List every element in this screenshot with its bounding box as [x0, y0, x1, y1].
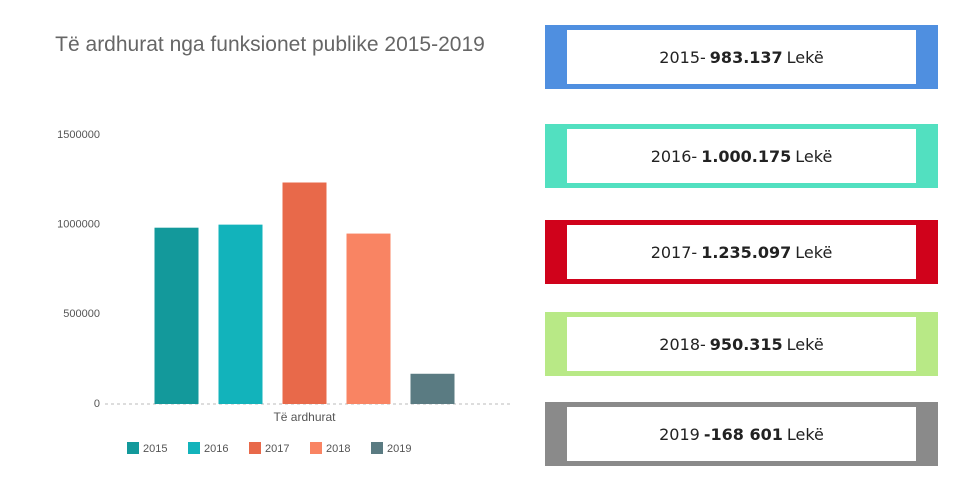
- card: 2016- 1.000.175 Lekë: [545, 124, 938, 188]
- card-inner: 2016- 1.000.175 Lekë: [567, 129, 916, 183]
- card-unit: Lekë: [795, 146, 833, 166]
- card-label: 2016-: [650, 146, 698, 166]
- card-label: 2018-: [659, 334, 706, 354]
- card-inner: 2018- 950.315 Lekë: [567, 317, 916, 371]
- legend-label: 2017: [265, 443, 289, 455]
- card-amount: 950.315: [709, 334, 783, 354]
- card-amount: 983.137: [709, 47, 783, 67]
- card-label: 2015-: [659, 47, 706, 67]
- card-inner: 2015- 983.137 Lekë: [567, 30, 916, 84]
- bar: [282, 182, 327, 404]
- card-unit: Lekë: [795, 242, 833, 262]
- x-tick-label: Të ardhurat: [273, 410, 336, 424]
- card: 2019 -168 601 Lekë: [545, 402, 938, 466]
- bar: [154, 227, 199, 404]
- card-inner: 2019 -168 601 Lekë: [567, 407, 916, 461]
- legend-swatch: [310, 442, 322, 454]
- card: 2018- 950.315 Lekë: [545, 312, 938, 376]
- card: 2017- 1.235.097 Lekë: [545, 220, 938, 284]
- y-tick-label: 1500000: [57, 129, 100, 141]
- card-label: 2017-: [650, 242, 698, 262]
- card-unit: Lekë: [786, 47, 824, 67]
- legend-label: 2016: [204, 443, 228, 455]
- bar: [410, 373, 455, 404]
- card-unit: Lekë: [786, 424, 824, 444]
- card-amount: -168 601: [703, 424, 783, 444]
- legend-swatch: [371, 442, 383, 454]
- bar: [346, 233, 391, 404]
- legend-swatch: [127, 442, 139, 454]
- chart: 0 500000 1000000 1500000 Të ardhurat 2015 2016…: [57, 129, 510, 455]
- card-unit: Lekë: [786, 334, 824, 354]
- card-label: 2019: [659, 424, 700, 444]
- y-tick-label: 500000: [63, 308, 100, 320]
- y-tick-label: 0: [94, 398, 100, 410]
- card-amount: 1.235.097: [701, 242, 792, 262]
- legend-label: 2015: [143, 443, 167, 455]
- legend-swatch: [249, 442, 261, 454]
- card-amount: 1.000.175: [701, 146, 792, 166]
- y-tick-label: 1000000: [57, 219, 100, 231]
- card: 2015- 983.137 Lekë: [545, 25, 938, 89]
- card-inner: 2017- 1.235.097 Lekë: [567, 225, 916, 279]
- legend-label: 2019: [387, 443, 411, 455]
- bar: [218, 224, 263, 404]
- legend-swatch: [188, 442, 200, 454]
- legend-label: 2018: [326, 443, 350, 455]
- chart-title: Të ardhurat nga funksionet publike 2015-…: [55, 33, 485, 56]
